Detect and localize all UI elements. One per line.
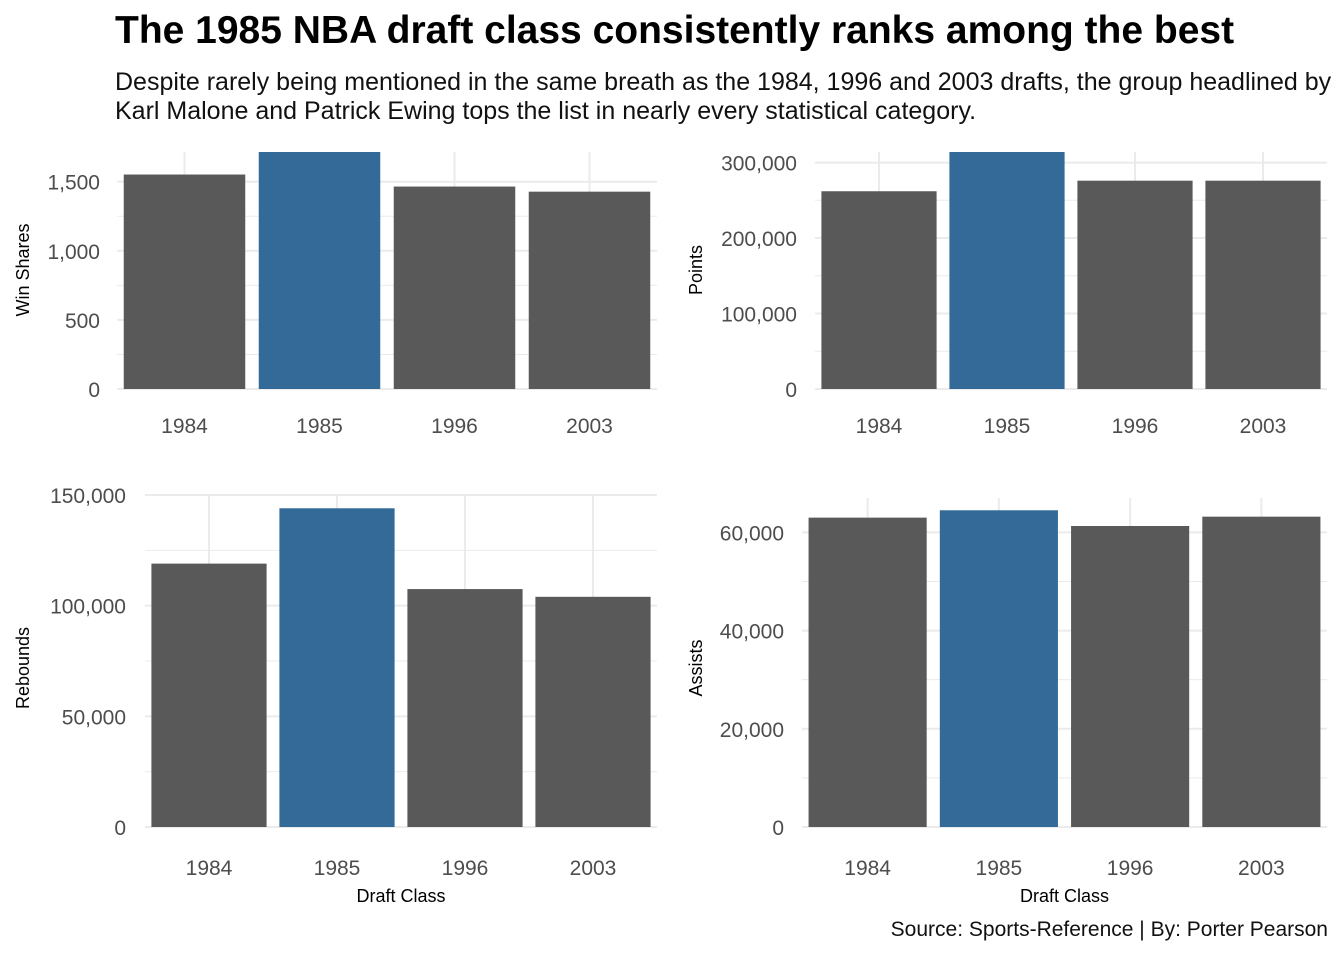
- bar-1996: [393, 186, 516, 389]
- y-axis-title: Rebounds: [13, 627, 33, 709]
- x-tick-label: 2003: [570, 857, 617, 880]
- y-tick-label: 150,000: [50, 485, 126, 508]
- x-tick-label: 1985: [296, 415, 343, 438]
- x-tick-label: 1984: [161, 415, 208, 438]
- x-tick-label: 1984: [844, 857, 891, 880]
- y-axis-title: Assists: [686, 639, 706, 696]
- y-axis-title: Points: [686, 245, 706, 295]
- x-tick-label: 1996: [1112, 415, 1159, 438]
- bar-1985: [939, 510, 1058, 827]
- y-tick-label: 50,000: [62, 706, 126, 729]
- subtitle-line-1: Despite rarely being mentioned in the sa…: [115, 68, 1332, 96]
- y-tick-label: 60,000: [720, 522, 784, 545]
- x-axis-title: Draft Class: [1020, 886, 1109, 906]
- x-tick-label: 2003: [1240, 415, 1287, 438]
- bar-2003: [1205, 180, 1321, 389]
- y-tick-label: 0: [114, 817, 126, 840]
- y-tick-label: 0: [772, 817, 784, 840]
- x-tick-label: 1996: [442, 857, 489, 880]
- x-tick-label: 1985: [984, 415, 1031, 438]
- y-tick-label: 1,000: [47, 241, 100, 264]
- x-tick-label: 1996: [1107, 857, 1154, 880]
- bar-1985: [258, 152, 381, 389]
- y-tick-label: 20,000: [720, 719, 784, 742]
- x-tick-label: 1985: [314, 857, 361, 880]
- x-axis-title: Draft Class: [356, 886, 445, 906]
- bar-2003: [1202, 516, 1321, 827]
- source-caption: Source: Sports-Reference | By: Porter Pe…: [890, 918, 1328, 941]
- bar-2003: [528, 191, 651, 389]
- y-axis-title: Win Shares: [13, 223, 33, 316]
- y-tick-label: 0: [88, 379, 100, 402]
- bar-1984: [151, 563, 267, 827]
- x-tick-label: 1996: [431, 415, 478, 438]
- bar-1996: [1077, 180, 1193, 389]
- bar-1996: [407, 589, 523, 827]
- x-tick-label: 2003: [566, 415, 613, 438]
- y-tick-label: 1,500: [47, 172, 100, 195]
- chart-title: The 1985 NBA draft class consistently ra…: [115, 9, 1235, 52]
- bar-1996: [1071, 525, 1190, 827]
- y-tick-label: 500: [65, 310, 100, 333]
- y-tick-label: 100,000: [721, 304, 797, 327]
- x-tick-label: 2003: [1238, 857, 1285, 880]
- y-tick-label: 200,000: [721, 228, 797, 251]
- bar-1985: [949, 152, 1065, 389]
- bar-1984: [123, 174, 246, 389]
- y-tick-label: 0: [785, 379, 797, 402]
- bar-1984: [821, 191, 937, 389]
- x-tick-label: 1984: [186, 857, 233, 880]
- bar-1985: [279, 508, 395, 827]
- chart-subtitle: Despite rarely being mentioned in the sa…: [115, 68, 1331, 126]
- y-tick-label: 100,000: [50, 596, 126, 619]
- bar-2003: [535, 596, 651, 827]
- subtitle-line-2: Karl Malone and Patrick Ewing tops the l…: [115, 97, 977, 125]
- x-tick-label: 1984: [856, 415, 903, 438]
- bar-1984: [808, 517, 927, 827]
- x-tick-label: 1985: [976, 857, 1023, 880]
- y-tick-label: 40,000: [720, 621, 784, 644]
- y-tick-label: 300,000: [721, 153, 797, 176]
